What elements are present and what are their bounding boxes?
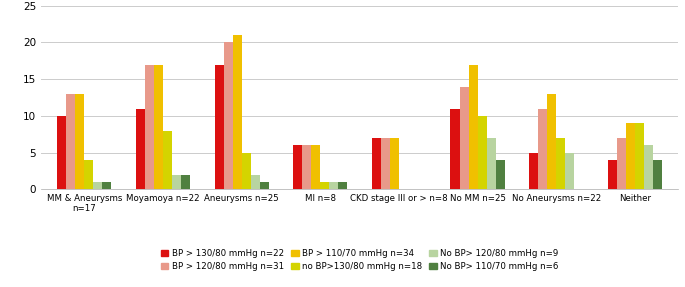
Bar [460, 87, 469, 189]
Bar [608, 160, 616, 189]
Bar [321, 182, 329, 189]
Bar [66, 94, 75, 189]
Bar [214, 65, 223, 189]
Bar [635, 123, 644, 189]
Bar [293, 145, 302, 189]
Bar [372, 138, 381, 189]
Bar [486, 138, 496, 189]
Bar [529, 153, 538, 189]
Bar [626, 123, 635, 189]
Bar [338, 182, 347, 189]
Bar [451, 108, 460, 189]
Bar [644, 145, 653, 189]
Bar [547, 94, 556, 189]
Bar [223, 42, 233, 189]
Bar [381, 138, 390, 189]
Legend: BP > 130/80 mmHg n=22, BP > 120/80 mmHg n=31, BP > 110/70 mmHg n=34, no BP>130/8: BP > 130/80 mmHg n=22, BP > 120/80 mmHg … [160, 249, 559, 271]
Bar [154, 65, 163, 189]
Bar [58, 116, 66, 189]
Bar [469, 65, 477, 189]
Bar [616, 138, 626, 189]
Bar [260, 182, 269, 189]
Bar [103, 182, 112, 189]
Bar [565, 153, 574, 189]
Bar [251, 175, 260, 189]
Bar [496, 160, 505, 189]
Bar [329, 182, 338, 189]
Bar [84, 160, 93, 189]
Bar [653, 160, 662, 189]
Bar [233, 35, 242, 189]
Bar [172, 175, 181, 189]
Bar [311, 145, 321, 189]
Bar [181, 175, 190, 189]
Bar [556, 138, 565, 189]
Bar [145, 65, 154, 189]
Bar [538, 108, 547, 189]
Bar [93, 182, 103, 189]
Bar [390, 138, 399, 189]
Bar [163, 131, 172, 189]
Bar [75, 94, 84, 189]
Bar [242, 153, 251, 189]
Bar [477, 116, 486, 189]
Bar [302, 145, 311, 189]
Bar [136, 108, 145, 189]
